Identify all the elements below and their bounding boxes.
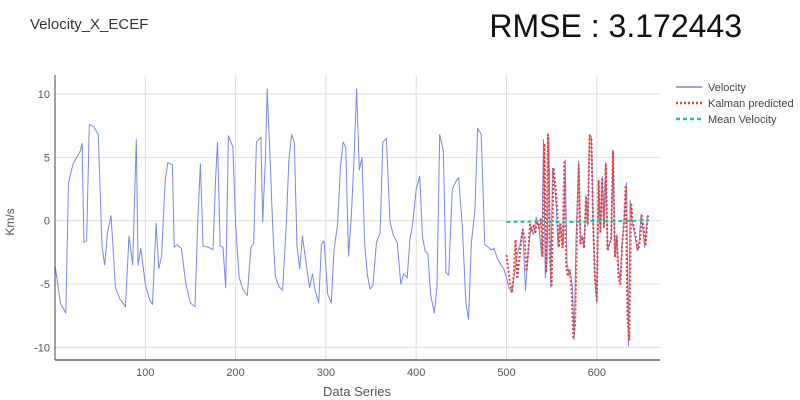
x-axis-label: Data Series [323, 384, 391, 399]
series-group [54, 88, 651, 347]
axes: 100 200 300 400 500 600 -10 -5 0 5 10 [34, 75, 660, 379]
legend-label-mean-velocity[interactable]: Mean Velocity [708, 114, 777, 126]
y-tick-label: -10 [34, 342, 50, 354]
x-tick-label: 100 [136, 367, 154, 379]
x-tick-label: 600 [588, 367, 606, 379]
y-tick-label: 10 [38, 89, 50, 101]
x-tick-label: 300 [317, 367, 335, 379]
y-tick-label: 0 [44, 216, 50, 228]
velocity-series-line [54, 88, 650, 347]
kalman-predicted-series-line [505, 133, 651, 341]
grid-lines [55, 75, 660, 360]
legend-label-kalman-predicted[interactable]: Kalman predicted [708, 98, 794, 110]
legend-label-velocity[interactable]: Velocity [708, 82, 746, 94]
rmse-readout: RMSE : 3.172443 [489, 8, 742, 44]
y-axis-label: Km/s [3, 208, 17, 235]
x-tick-label: 400 [407, 367, 425, 379]
legend[interactable]: Velocity Kalman predicted Mean Velocity [676, 82, 794, 126]
y-tick-label: -5 [40, 279, 50, 291]
x-tick-label: 500 [497, 367, 515, 379]
y-tick-label: 5 [44, 152, 50, 164]
x-tick-label: 200 [226, 367, 244, 379]
mean-velocity-series-line [506, 219, 650, 224]
chart-title: Velocity_X_ECEF [30, 16, 149, 33]
